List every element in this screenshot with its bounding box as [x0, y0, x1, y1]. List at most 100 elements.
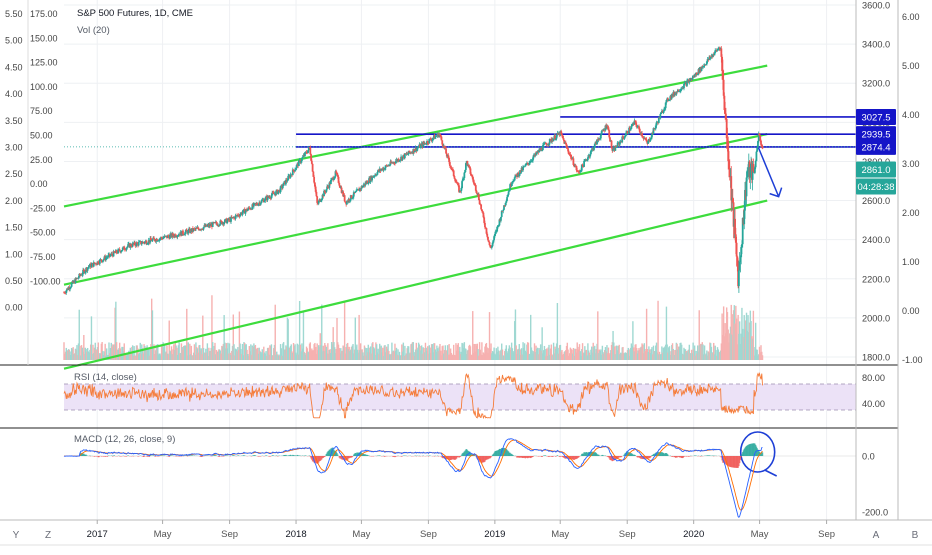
candle-body	[486, 234, 488, 237]
candle-body	[311, 161, 313, 164]
right2-tick-label: 1.00	[902, 257, 920, 267]
macd-hist-bar	[103, 456, 104, 457]
macd-hist-bar	[701, 455, 702, 456]
candle-body	[756, 147, 758, 151]
macd-hist-bar	[667, 455, 668, 456]
price-label-text: 3027.5	[861, 112, 890, 123]
macd-hist-bar	[150, 455, 151, 456]
right2-tick-label: -1.00	[902, 355, 923, 365]
candle-body	[608, 130, 610, 137]
right2-tick-label: 3.00	[902, 159, 920, 169]
macd-hist-bar	[634, 455, 635, 456]
candle-body	[475, 185, 477, 191]
volume-bars	[63, 295, 763, 360]
macd-legend[interactable]: MACD (12, 26, close, 9)	[74, 434, 175, 445]
candle-body	[313, 177, 315, 183]
right2-tick-label: 5.00	[902, 61, 920, 71]
x-tick-label: Sep	[818, 529, 835, 540]
macd-hist-bar	[255, 455, 256, 456]
right2-tick-label: 4.00	[902, 110, 920, 120]
button-b[interactable]: B	[907, 530, 923, 541]
macd-hist-bar	[385, 456, 386, 457]
volume-bar	[597, 311, 598, 360]
rsi-band	[64, 384, 856, 410]
channel-upper	[64, 66, 767, 207]
macd-hist-bar	[712, 455, 713, 456]
candle-body	[301, 158, 303, 161]
candle-body	[485, 227, 487, 228]
macd-hist-bar	[541, 456, 542, 457]
candle-body	[461, 181, 463, 188]
candle-body	[756, 152, 758, 161]
candle-body	[449, 162, 451, 166]
left2-tick-label: 1.50	[5, 223, 23, 233]
macd-hist-bar	[708, 455, 709, 456]
button-z[interactable]: Z	[40, 530, 56, 541]
candle-body	[639, 129, 641, 132]
volume-bar	[657, 301, 658, 360]
rsi-tick-label: 80.00	[862, 373, 885, 383]
candle-body	[480, 205, 482, 210]
x-tick-label: 2018	[285, 529, 306, 540]
right2-tick-label: 2.00	[902, 208, 920, 218]
volume-bar	[186, 309, 187, 360]
x-tick-label: May	[352, 529, 370, 540]
macd-tick-label: 0.0	[862, 452, 875, 462]
candle-body	[489, 242, 491, 245]
left2-tick-label: 4.50	[5, 62, 23, 72]
macd-hist-bar	[683, 456, 684, 457]
volume-bar	[91, 316, 92, 360]
candle-body	[441, 137, 443, 141]
candle-body	[468, 165, 470, 167]
macd-hist-bar	[143, 456, 144, 457]
left-tick-label: -75.00	[30, 252, 56, 262]
button-y[interactable]: Y	[8, 530, 24, 541]
left2-tick-label: 0.50	[5, 276, 23, 286]
left2-tick-label: 1.00	[5, 249, 23, 259]
price-tick-label: 2600.0	[862, 196, 890, 206]
macd-hist-bar	[599, 455, 600, 456]
macd-hist-bar	[650, 456, 651, 457]
macd-hist-bar	[428, 456, 429, 457]
macd-hist-bar	[98, 456, 99, 457]
price-tick-label: 2400.0	[862, 235, 890, 245]
macd-hist-bar	[112, 456, 113, 457]
macd-hist-bar	[155, 456, 156, 457]
candle-body	[138, 242, 140, 245]
rsi-legend[interactable]: RSI (14, close)	[74, 372, 137, 383]
macd-hist-bar	[164, 455, 165, 456]
candle-body	[282, 186, 284, 188]
price-tick-label: 3600.0	[862, 1, 890, 11]
macd-hist-bar	[162, 455, 163, 456]
price-label-text: 04:28:38	[858, 182, 895, 193]
left-tick-label: 125.00	[30, 58, 58, 68]
left2-tick-label: 4.00	[5, 89, 23, 99]
macd-annotation-tail	[765, 470, 777, 476]
right2-tick-label: 6.00	[902, 12, 920, 22]
x-tick-label: Sep	[420, 529, 437, 540]
candle-body	[487, 237, 489, 240]
left-tick-label: 50.00	[30, 131, 53, 141]
button-a[interactable]: A	[868, 530, 884, 541]
macd-hist-bar	[114, 455, 115, 456]
candle-body	[563, 138, 565, 140]
left2-tick-label: 5.50	[5, 9, 23, 19]
left-tick-label: -100.00	[30, 276, 61, 286]
symbol-legend[interactable]: S&P 500 Futures, 1D, CME	[77, 8, 193, 19]
left2-tick-label: 5.00	[5, 36, 23, 46]
volume-legend[interactable]: Vol (20)	[77, 25, 110, 36]
left2-tick-label: 3.50	[5, 116, 23, 126]
price-tick-label: 3200.0	[862, 79, 890, 89]
macd-hist-bar	[126, 456, 127, 457]
candle-body	[736, 243, 738, 257]
candle-body	[355, 191, 357, 192]
macd-hist-bar	[700, 456, 701, 457]
candle-body	[502, 210, 504, 211]
volume-bar	[472, 311, 473, 360]
price-tick-label: 2200.0	[862, 274, 890, 284]
macd-hist-bar	[324, 456, 325, 457]
candle-body	[312, 164, 314, 172]
